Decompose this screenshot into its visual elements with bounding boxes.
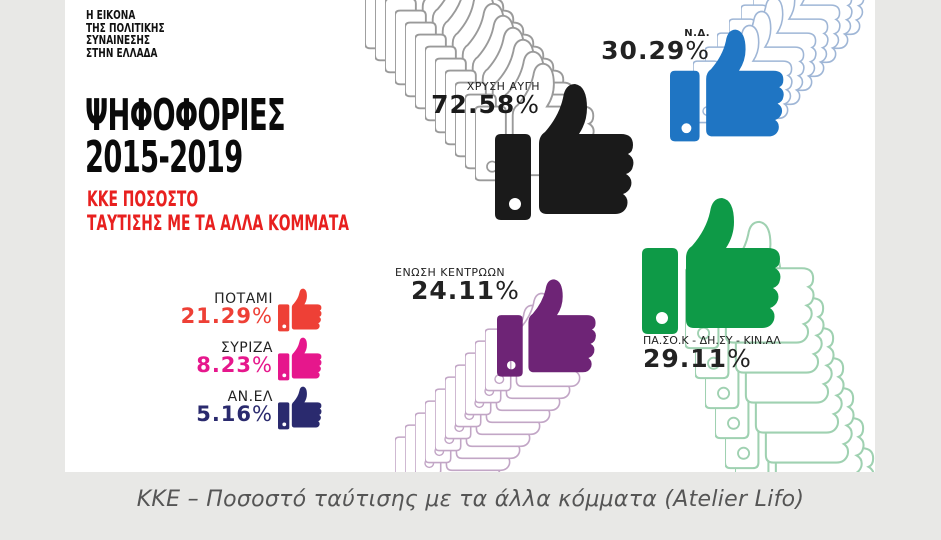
party-percentage: 30.29% — [601, 36, 710, 65]
subheadline-line: ΚΚΕ ΠΟΣΟΣΤΟ — [87, 187, 199, 211]
party-pasok: ΠΑ.ΣΟ.Κ - ΔΗ.ΣΥ - ΚΙΝ.ΑΛ 29.11% — [643, 334, 803, 371]
subheadline-line: ΤΑΥΤΙΣΗΣ ΜΕ ΤΑ ΑΛΛΑ ΚΟΜΜΑΤΑ — [87, 211, 350, 235]
party-syriza: ΣΥΡΙΖΑ 8.23% — [155, 340, 273, 377]
party-name: ΠΟΤΑΜΙ — [214, 291, 273, 307]
party-anel: ΑΝ.ΕΛ 5.16% — [155, 389, 273, 426]
infographic-poster: Η ΕΙΚΟΝΑ ΤΗΣ ΠΟΛΙΤΙΚΗΣ ΣΥΝΑΙΝΕΣΗΣ ΣΤΗΝ Ε… — [65, 0, 875, 472]
party-potami: ΠΟΤΑΜΙ 21.29% — [155, 291, 273, 328]
party-percentage: 5.16% — [196, 402, 273, 426]
party-percentage: 21.29% — [180, 304, 273, 328]
party-union-of-centrists: ΕΝΩΣΗ ΚΕΝΤΡΩΩΝ 24.11% — [395, 266, 540, 303]
party-name: ΣΥΡΙΖΑ — [220, 340, 273, 356]
thumbs-up-icon — [497, 278, 597, 378]
kicker-line: ΣΥΝΑΙΝΕΣΗΣ — [86, 32, 151, 47]
party-name: ΠΑ.ΣΟ.Κ - ΔΗ.ΣΥ - ΚΙΝ.ΑΛ — [643, 334, 781, 347]
kicker-text: Η ΕΙΚΟΝΑ ΤΗΣ ΠΟΛΙΤΙΚΗΣ ΣΥΝΑΙΝΕΣΗΣ ΣΤΗΝ Ε… — [86, 7, 165, 60]
headline: ΨΗΦΟΦΟΡΙΕΣ 2015-2019 — [85, 90, 286, 183]
party-percentage: 29.11% — [643, 344, 752, 373]
kicker-line: Η ΕΙΚΟΝΑ — [86, 7, 136, 22]
subheadline: ΚΚΕ ΠΟΣΟΣΤΟ ΤΑΥΤΙΣΗΣ ΜΕ ΤΑ ΑΛΛΑ ΚΟΜΜΑΤΑ — [87, 187, 349, 235]
party-percentage: 8.23% — [196, 353, 273, 377]
thumbs-up-icon — [642, 196, 782, 336]
kicker-line: ΣΤΗΝ ΕΛΛΑΔΑ — [86, 44, 158, 60]
party-name: ΕΝΩΣΗ ΚΕΝΤΡΩΩΝ — [395, 266, 506, 279]
thumbs-up-icon — [670, 28, 785, 143]
party-percentage: 24.11% — [411, 276, 520, 305]
thumbs-up-icon — [278, 288, 322, 332]
party-name: ΑΝ.ΕΛ — [227, 389, 273, 405]
thumbs-up-icon — [278, 386, 322, 430]
image-caption: KKE – Ποσοστό ταύτισης με τα άλλα κόμματ… — [136, 487, 805, 512]
thumbs-up-icon — [495, 82, 635, 222]
party-name: ΧΡΥΣΗ ΑΥΓΗ — [466, 80, 540, 93]
party-percentage: 72.58% — [431, 90, 540, 119]
party-name: Ν.Δ. — [684, 28, 710, 39]
thumbs-up-icon — [278, 337, 322, 381]
kicker-line: ΤΗΣ ΠΟΛΙΤΙΚΗΣ — [86, 19, 165, 35]
party-golden-dawn: ΧΡΥΣΗ ΑΥΓΗ 72.58% — [410, 80, 540, 117]
party-nd: Ν.Δ. 30.29% — [585, 28, 710, 63]
headline-years: 2015-2019 — [85, 132, 243, 183]
headline-line: ΨΗΦΟΦΟΡΙΕΣ — [85, 90, 286, 141]
